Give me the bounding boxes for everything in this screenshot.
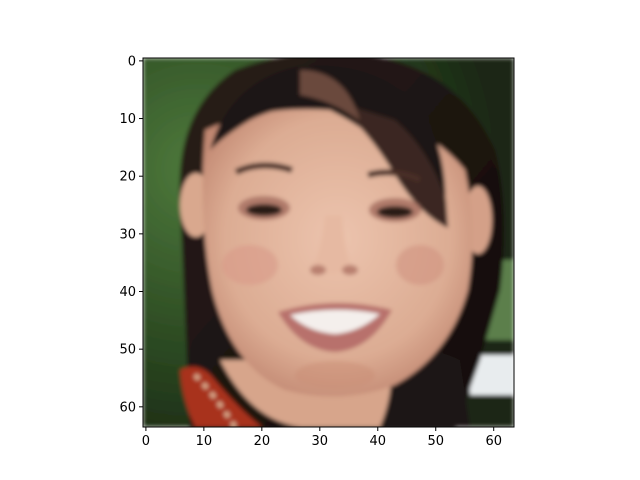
right-eyebrow (367, 169, 422, 183)
right-nostril (342, 265, 358, 275)
left-nostril (310, 265, 326, 275)
y-tick-label: 50 (119, 343, 136, 358)
x-tick-label: 30 (312, 434, 329, 449)
left-cheek (222, 245, 278, 285)
y-tick-label: 0 (128, 54, 136, 69)
y-tick-label: 40 (119, 285, 136, 300)
left-eye (246, 204, 282, 216)
hair-bangs-highlight (330, 100, 448, 228)
necklace-beads (193, 373, 238, 427)
y-tick-label: 30 (119, 227, 136, 242)
x-axis-ticks: 0 10 20 30 40 50 60 (142, 427, 502, 449)
right-eye (377, 206, 413, 218)
y-axis-ticks: 0 10 20 30 40 50 60 (119, 54, 143, 415)
hair-strand-highlight (300, 70, 360, 120)
x-tick-label: 20 (254, 434, 271, 449)
y-tick-label: 10 (119, 112, 136, 127)
teeth (290, 309, 380, 334)
right-cheek (396, 245, 444, 285)
x-tick-label: 10 (196, 434, 213, 449)
axes-frame (142, 57, 515, 428)
x-tick-label: 50 (427, 434, 444, 449)
x-tick-label: 0 (142, 434, 150, 449)
y-tick-label: 60 (119, 400, 136, 415)
face-photo (143, 58, 514, 427)
red-necklace (180, 366, 262, 427)
y-tick-label: 20 (119, 170, 136, 185)
x-tick-label: 60 (485, 434, 502, 449)
left-eyebrow (234, 162, 293, 175)
x-tick-label: 40 (370, 434, 387, 449)
nose (312, 215, 352, 274)
chin-shadow (295, 361, 375, 389)
hair-bangs (210, 65, 446, 225)
